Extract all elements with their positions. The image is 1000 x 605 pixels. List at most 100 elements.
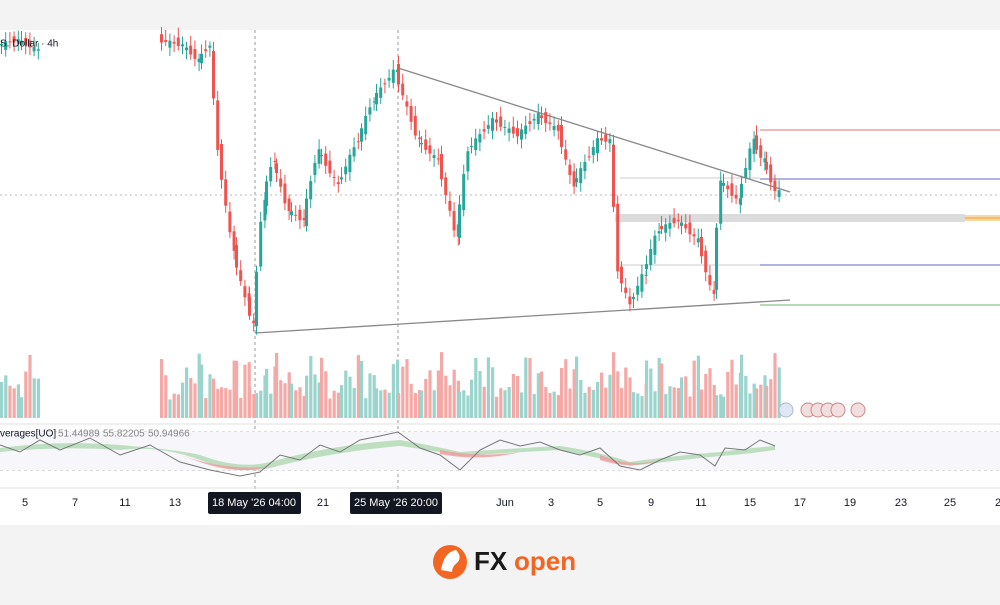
candle-body bbox=[302, 217, 306, 221]
volume-bar bbox=[536, 373, 540, 418]
volume-bar bbox=[252, 393, 256, 418]
volume-bar bbox=[379, 390, 383, 418]
candle-body bbox=[336, 182, 340, 185]
volume-bar bbox=[424, 378, 428, 418]
volume-bar bbox=[189, 378, 193, 418]
candle-body bbox=[287, 198, 291, 212]
candle-body bbox=[616, 203, 620, 272]
volume-bar bbox=[653, 391, 657, 418]
candle-body bbox=[540, 115, 543, 119]
volume-bar bbox=[265, 368, 269, 418]
volume-bar bbox=[212, 378, 216, 418]
candle-body bbox=[252, 320, 256, 324]
symbol-title: S. Dollar · 4h bbox=[0, 39, 58, 50]
candle-body bbox=[432, 155, 436, 159]
volume-bar bbox=[524, 357, 528, 418]
candle-body bbox=[712, 289, 716, 294]
candle-body bbox=[243, 286, 247, 298]
indicator-value: 55.82205 bbox=[103, 429, 145, 440]
candle-body bbox=[692, 234, 696, 237]
candle-body bbox=[420, 142, 423, 145]
volume-bar bbox=[759, 384, 763, 418]
volume-bar bbox=[444, 375, 448, 418]
volume-bar bbox=[440, 352, 444, 418]
x-tick-label: 11 bbox=[695, 497, 706, 509]
volume-bar bbox=[309, 356, 313, 418]
candle-body bbox=[259, 221, 263, 267]
candle-body bbox=[413, 115, 417, 136]
volume-bar bbox=[235, 360, 239, 418]
logo: FX open bbox=[433, 545, 576, 579]
volume-bar bbox=[383, 389, 387, 418]
candle-body bbox=[305, 198, 308, 226]
volume-bar bbox=[572, 369, 576, 418]
candle-body bbox=[328, 160, 332, 174]
candle-body bbox=[657, 231, 661, 234]
volume-bar bbox=[616, 371, 620, 418]
volume-bar bbox=[181, 382, 185, 418]
osc-line bbox=[0, 431, 776, 477]
candle-body bbox=[660, 225, 663, 230]
candle-body bbox=[608, 139, 612, 144]
crosshair-label-box bbox=[350, 492, 442, 514]
volume-bar bbox=[624, 367, 628, 418]
candle-body bbox=[507, 128, 511, 133]
candle-body bbox=[20, 40, 23, 45]
candle-body bbox=[452, 211, 456, 231]
volume-bar bbox=[324, 371, 328, 418]
volume-bar bbox=[668, 386, 672, 418]
volume-bar bbox=[499, 388, 503, 418]
candle-body bbox=[511, 126, 515, 134]
volume-bar bbox=[632, 392, 636, 418]
volume-bar bbox=[544, 387, 548, 418]
volume-bar bbox=[548, 393, 552, 418]
volume-bar bbox=[744, 375, 748, 418]
volume-bar bbox=[474, 357, 478, 418]
candle-body bbox=[273, 161, 277, 163]
volume-bar bbox=[676, 388, 680, 418]
candle-body bbox=[536, 113, 540, 125]
candle-body bbox=[320, 155, 323, 157]
volume-bar bbox=[432, 390, 436, 418]
candle-body bbox=[773, 180, 777, 192]
candle-body bbox=[444, 177, 448, 196]
volume-bar bbox=[511, 373, 515, 418]
candle-body bbox=[730, 183, 734, 196]
volume-bar bbox=[436, 370, 440, 418]
volume-bar bbox=[28, 354, 32, 418]
candle-body bbox=[360, 128, 363, 142]
candle-body bbox=[397, 64, 400, 85]
volume-bar bbox=[298, 387, 302, 418]
candle-body bbox=[486, 125, 490, 129]
candle-body bbox=[16, 39, 20, 44]
volume-bar bbox=[405, 359, 409, 418]
volume-bar bbox=[232, 360, 236, 418]
candle-body bbox=[283, 183, 287, 204]
volume-bar bbox=[255, 393, 259, 418]
volume-bar bbox=[396, 359, 400, 418]
candle-body bbox=[383, 83, 387, 85]
candle-body bbox=[587, 156, 591, 158]
volume-bar bbox=[773, 353, 777, 418]
candle-body bbox=[324, 153, 328, 166]
candle-body bbox=[624, 287, 628, 293]
volume-bar bbox=[269, 393, 273, 418]
candle-body bbox=[208, 45, 212, 48]
volume-bar bbox=[458, 391, 462, 418]
volume-bar bbox=[328, 398, 332, 418]
candle-body bbox=[36, 49, 40, 51]
candle-body bbox=[228, 211, 232, 233]
volume-bar bbox=[287, 372, 291, 418]
volume-bar bbox=[478, 371, 482, 418]
x-tick-label: 2 bbox=[995, 497, 1000, 509]
candles bbox=[0, 26, 781, 335]
candle-body bbox=[600, 138, 603, 141]
candle-body bbox=[632, 297, 635, 300]
candle-body bbox=[332, 176, 336, 178]
candle-body bbox=[765, 161, 768, 170]
candle-body bbox=[220, 144, 223, 180]
candle-body bbox=[232, 231, 236, 251]
candle-body bbox=[524, 125, 528, 135]
candle-body bbox=[560, 125, 563, 147]
